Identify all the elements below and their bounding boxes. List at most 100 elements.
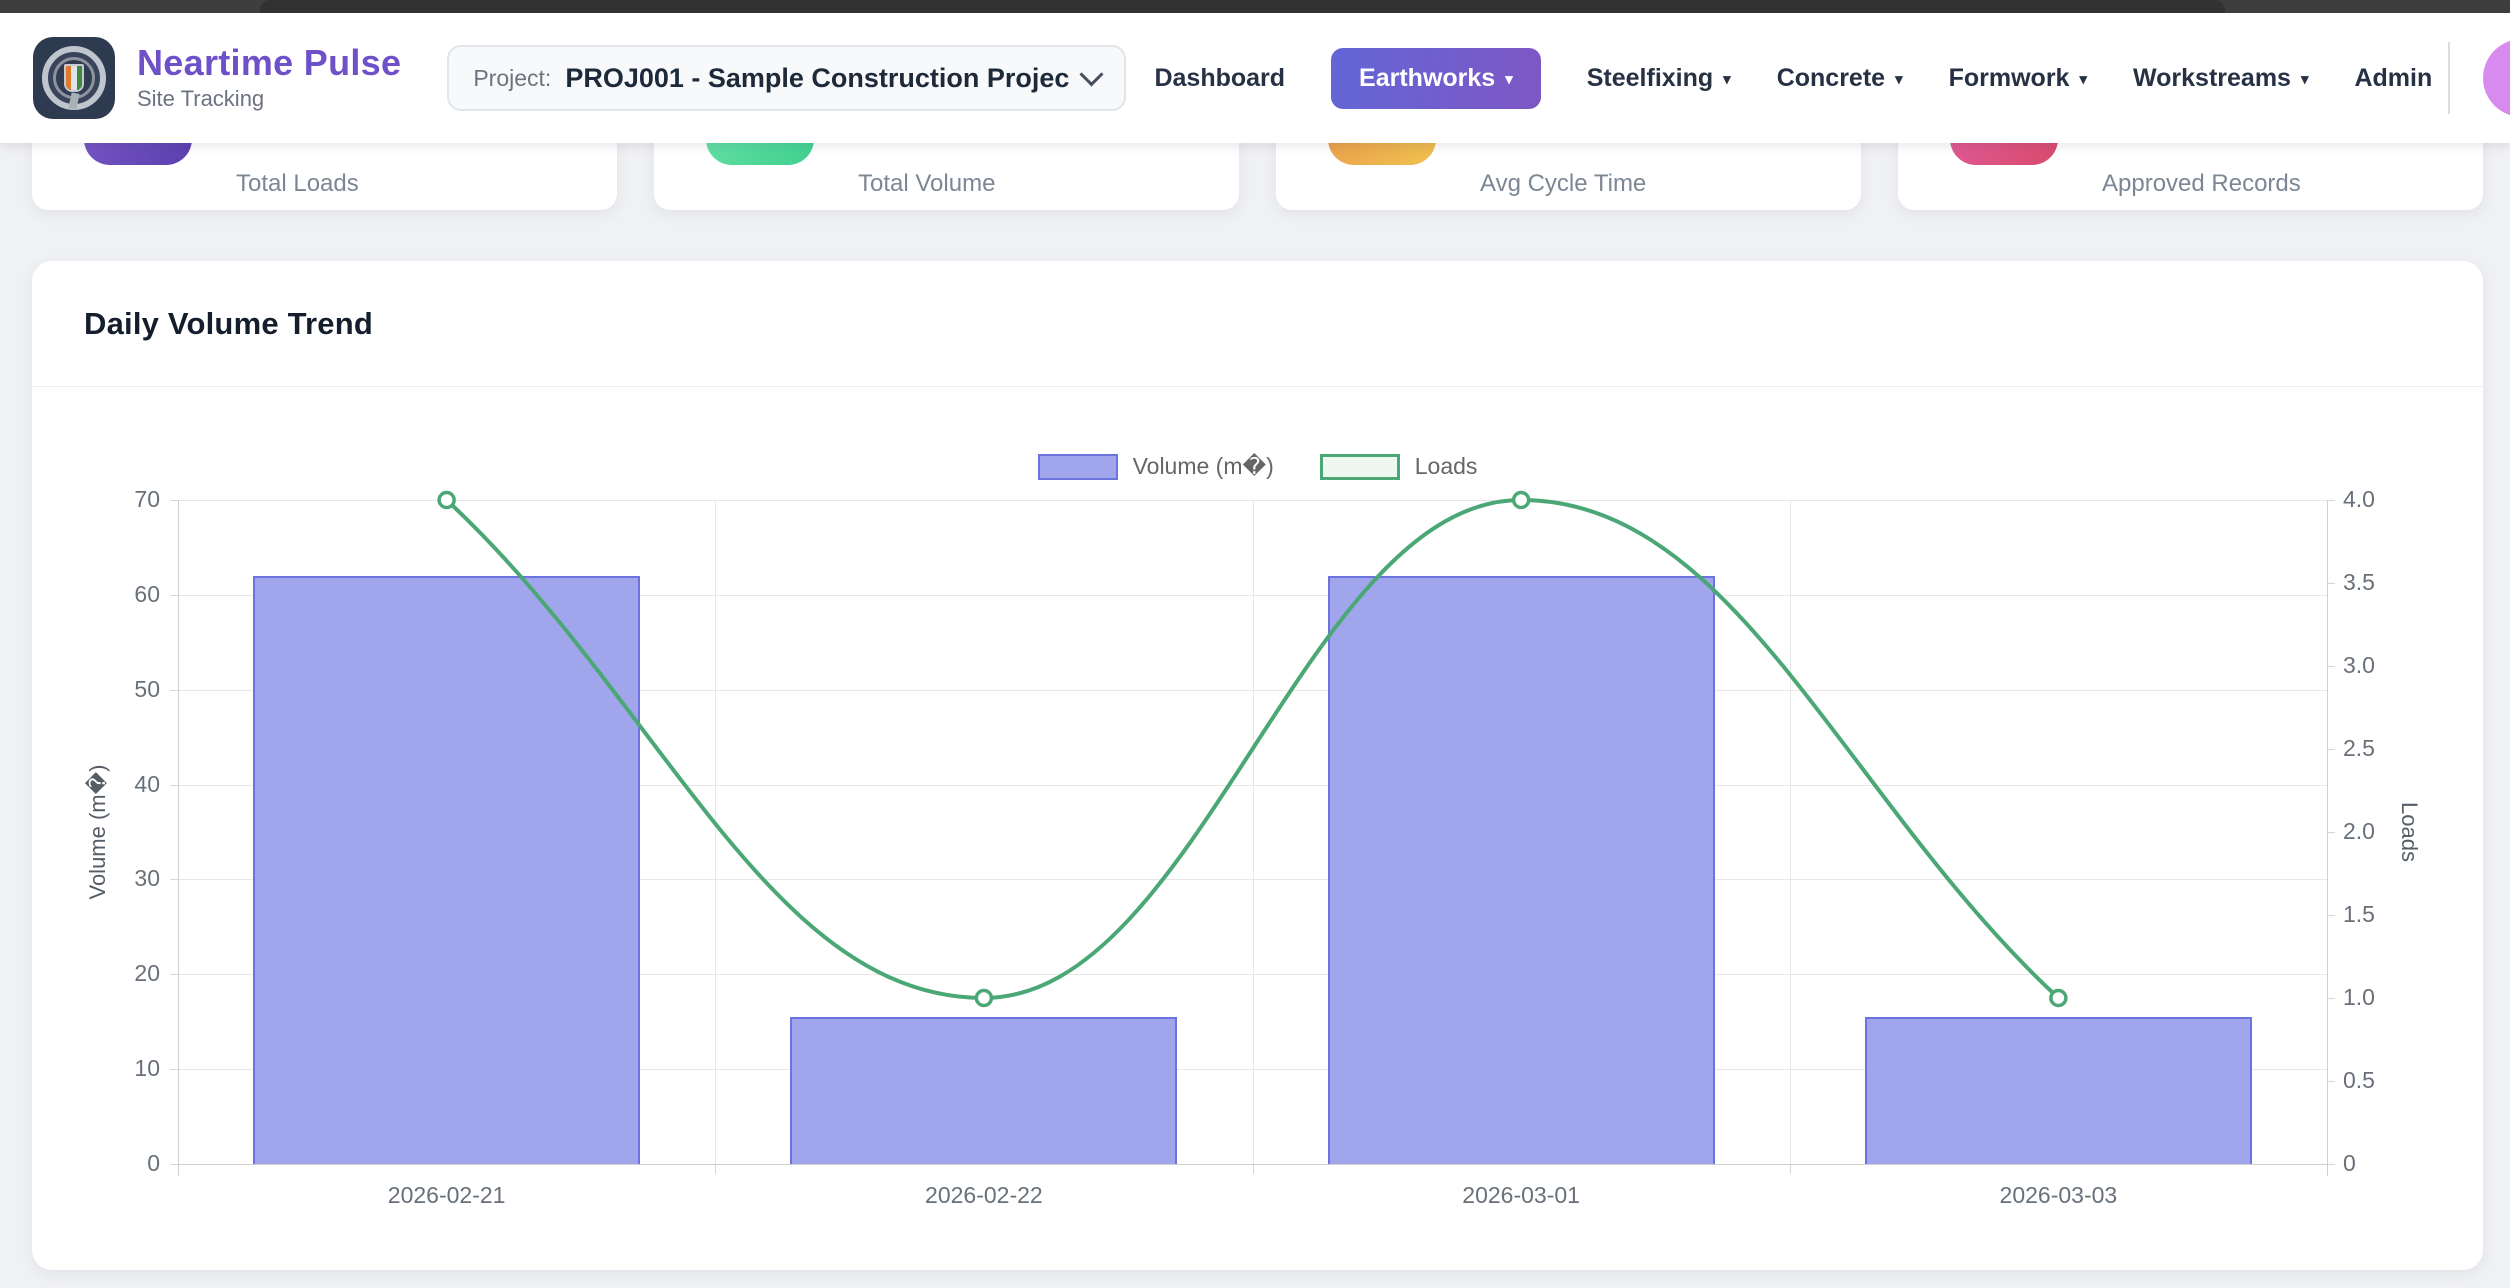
brand-name: Neartime Pulse xyxy=(137,44,401,82)
logo-shield-icon xyxy=(64,64,84,92)
bottom-tick xyxy=(1790,1164,1791,1174)
nav-item-dashboard[interactable]: Dashboard xyxy=(1154,64,1285,93)
stat-card-label: Approved Records xyxy=(2102,170,2301,198)
x-axis-label: 2026-02-22 xyxy=(925,1182,1043,1209)
nav-item-label: Admin xyxy=(2354,64,2432,93)
brand-subtitle: Site Tracking xyxy=(137,86,401,112)
left-tick xyxy=(170,1164,178,1165)
caret-down-icon: ▾ xyxy=(2301,72,2309,87)
brand-block: Neartime Pulse Site Tracking xyxy=(137,44,401,112)
main-nav: DashboardEarthworks▾Steelfixing▾Concrete… xyxy=(1154,48,2432,109)
browser-tab xyxy=(260,0,2225,13)
loads-point-2026-02-21[interactable] xyxy=(439,493,454,508)
left-axis-title: Volume (m�) xyxy=(85,764,111,899)
left-axis-tick-label: 60 xyxy=(134,581,160,608)
top-navbar: Neartime Pulse Site Tracking Project: PR… xyxy=(0,13,2510,143)
right-axis-line xyxy=(2327,500,2328,1176)
right-tick xyxy=(2327,666,2335,667)
left-axis-tick-label: 20 xyxy=(134,960,160,987)
right-tick xyxy=(2327,583,2335,584)
left-axis-tick-label: 70 xyxy=(134,486,160,513)
nav-item-label: Concrete xyxy=(1777,64,1885,93)
right-tick xyxy=(2327,915,2335,916)
project-selector[interactable]: Project: PROJ001 - Sample Construction P… xyxy=(447,45,1126,111)
right-tick xyxy=(2327,998,2335,999)
left-axis-tick-label: 0 xyxy=(147,1150,160,1177)
chart-plot-area: 01020304050607000.51.01.52.02.53.03.54.0… xyxy=(178,500,2327,1164)
right-axis-tick-label: 4.0 xyxy=(2343,486,2375,513)
project-selector-value: PROJ001 - Sample Construction Projec xyxy=(565,63,1069,94)
right-tick xyxy=(2327,500,2335,501)
x-axis-label: 2026-03-01 xyxy=(1462,1182,1580,1209)
loads-point-2026-02-22[interactable] xyxy=(976,991,991,1006)
right-tick xyxy=(2327,1081,2335,1082)
user-avatar[interactable] xyxy=(2483,39,2510,117)
left-tick xyxy=(170,785,178,786)
legend-item-loads[interactable]: Loads xyxy=(1320,453,1478,480)
stat-card-label: Total Loads xyxy=(236,170,359,198)
project-selector-label: Project: xyxy=(473,65,551,92)
x-axis-line xyxy=(178,1164,2327,1165)
bottom-tick xyxy=(1253,1164,1254,1174)
right-axis-tick-label: 2.5 xyxy=(2343,735,2375,762)
right-tick xyxy=(2327,749,2335,750)
nav-item-label: Dashboard xyxy=(1154,64,1285,93)
chart-legend: Volume (m�) Loads xyxy=(32,453,2483,480)
nav-item-concrete[interactable]: Concrete ▾ xyxy=(1777,64,1903,93)
legend-item-volume[interactable]: Volume (m�) xyxy=(1038,453,1274,480)
nav-item-label: Steelfixing xyxy=(1587,64,1713,93)
left-tick xyxy=(170,500,178,501)
legend-bar-swatch xyxy=(1038,454,1118,480)
nav-item-earthworks[interactable]: Earthworks ▾ xyxy=(1331,48,1541,109)
right-axis-tick-label: 3.5 xyxy=(2343,569,2375,596)
left-tick xyxy=(170,595,178,596)
nav-item-label: Workstreams xyxy=(2133,64,2291,93)
right-tick xyxy=(2327,832,2335,833)
nav-divider xyxy=(2448,42,2450,114)
left-axis-tick-label: 10 xyxy=(134,1055,160,1082)
chevron-down-icon xyxy=(1080,62,1104,86)
right-axis-tick-label: 1.0 xyxy=(2343,984,2375,1011)
stat-card-label: Avg Cycle Time xyxy=(1480,170,1646,198)
bottom-tick xyxy=(715,1164,716,1174)
nav-item-label: Formwork xyxy=(1949,64,2070,93)
window-title-strip xyxy=(0,0,2510,13)
left-tick xyxy=(170,879,178,880)
caret-down-icon: ▾ xyxy=(1505,72,1513,87)
nav-item-steelfixing[interactable]: Steelfixing ▾ xyxy=(1587,64,1731,93)
right-axis-tick-label: 0 xyxy=(2343,1150,2356,1177)
left-axis-tick-label: 50 xyxy=(134,676,160,703)
chart-title: Daily Volume Trend xyxy=(84,306,373,342)
legend-label: Loads xyxy=(1415,453,1478,480)
loads-point-2026-03-01[interactable] xyxy=(1514,493,1529,508)
left-tick xyxy=(170,1069,178,1070)
chart-card-header: Daily Volume Trend xyxy=(32,261,2483,387)
caret-down-icon: ▾ xyxy=(1895,72,1903,87)
loads-line-path xyxy=(447,500,2059,998)
left-axis-tick-label: 40 xyxy=(134,771,160,798)
nav-right-group xyxy=(2448,39,2510,117)
legend-label: Volume (m�) xyxy=(1133,453,1274,480)
stat-card-label: Total Volume xyxy=(858,170,995,198)
caret-down-icon: ▾ xyxy=(1723,72,1731,87)
x-axis-label: 2026-03-03 xyxy=(2000,1182,2118,1209)
nav-item-admin[interactable]: Admin xyxy=(2354,64,2432,93)
right-axis-tick-label: 1.5 xyxy=(2343,901,2375,928)
nav-item-label: Earthworks xyxy=(1359,64,1495,93)
right-axis-tick-label: 3.0 xyxy=(2343,652,2375,679)
x-axis-label: 2026-02-21 xyxy=(388,1182,506,1209)
loads-line-series xyxy=(178,500,2327,1164)
nav-item-workstreams[interactable]: Workstreams ▾ xyxy=(2133,64,2308,93)
right-axis-tick-label: 0.5 xyxy=(2343,1067,2375,1094)
app-logo xyxy=(33,37,115,119)
daily-volume-trend-card: Daily Volume Trend Volume (m�)Loads 0102… xyxy=(32,261,2483,1270)
caret-down-icon: ▾ xyxy=(2079,72,2087,87)
right-axis-title: Loads xyxy=(2396,802,2422,862)
loads-point-2026-03-03[interactable] xyxy=(2051,991,2066,1006)
right-tick xyxy=(2327,1164,2335,1165)
right-axis-tick-label: 2.0 xyxy=(2343,818,2375,845)
legend-line-swatch xyxy=(1320,454,1400,480)
left-tick xyxy=(170,690,178,691)
nav-item-formwork[interactable]: Formwork ▾ xyxy=(1949,64,2087,93)
left-tick xyxy=(170,974,178,975)
